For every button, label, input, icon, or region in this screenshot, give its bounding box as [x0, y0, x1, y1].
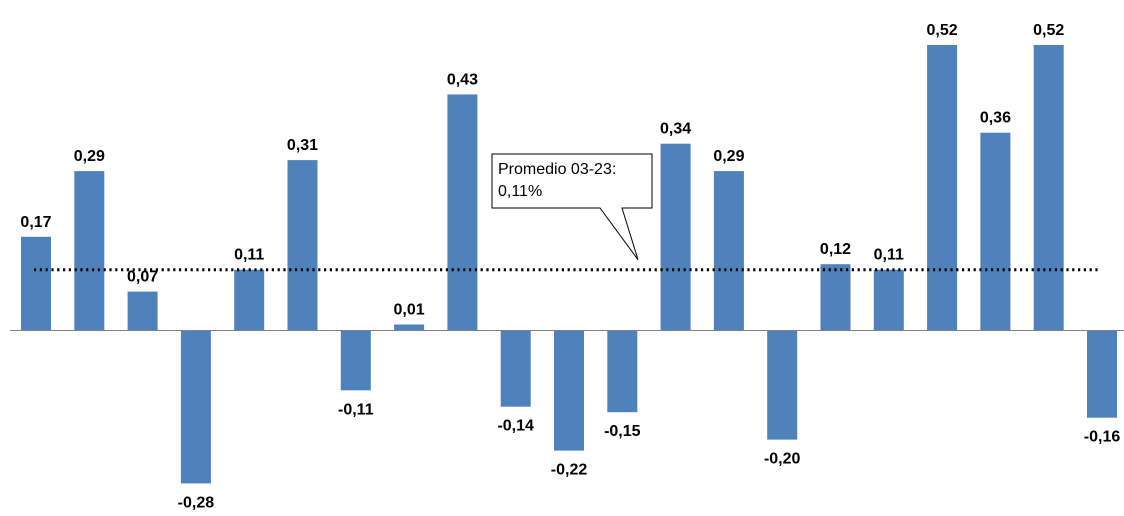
bar-4	[180, 330, 211, 484]
bar-19	[980, 132, 1011, 330]
bar-value-label-19: 0,36	[980, 110, 1011, 127]
bar-12	[607, 330, 638, 413]
bar-value-label-17: 0,11	[874, 247, 904, 264]
bar-3	[127, 291, 158, 330]
bar-value-label-12: -0,15	[604, 423, 641, 440]
callout-box	[491, 153, 653, 260]
bar-value-label-7: -0,11	[338, 401, 374, 418]
average-callout: Promedio 03-23: 0,11%	[491, 153, 653, 260]
bar-value-label-16: 0,12	[820, 241, 851, 258]
bar-value-label-4: -0,28	[178, 494, 215, 511]
bar-9	[447, 94, 478, 331]
bar-15	[767, 330, 798, 440]
callout-text-line1: Promedio 03-23:	[498, 161, 616, 178]
bar-value-label-3: 0,07	[127, 269, 158, 286]
bar-value-label-11: -0,22	[551, 462, 588, 479]
bars-group	[21, 45, 1117, 484]
bar-1	[21, 236, 51, 330]
callout-text-line2: 0,11%	[498, 183, 542, 200]
bar-value-label-21: -0,16	[1084, 429, 1121, 446]
bar-18	[927, 45, 958, 330]
bar-14	[713, 171, 744, 330]
bar-value-label-6: 0,31	[287, 137, 318, 154]
bar-11	[554, 330, 584, 451]
bar-5	[234, 269, 265, 330]
bar-value-label-15: -0,20	[764, 451, 801, 468]
bar-value-label-13: 0,34	[660, 121, 691, 138]
bar-value-label-5: 0,11	[234, 247, 264, 264]
bar-value-label-9: 0,43	[447, 71, 478, 88]
bar-value-label-8: 0,01	[394, 302, 425, 319]
bar-21	[1087, 330, 1117, 418]
data-labels-group: 0,17 0,29 0,07 -0,28 0,11 0,31 -0,11 0,01 0,43 -0…	[20, 22, 1120, 511]
bar-2	[74, 171, 105, 330]
bar-13	[660, 143, 691, 330]
bar-8	[394, 324, 425, 330]
bar-16	[820, 264, 851, 330]
bar-17	[873, 269, 904, 330]
bar-20	[1033, 45, 1064, 330]
bar-value-label-10: -0,14	[497, 418, 534, 435]
bar-6	[287, 160, 318, 330]
bar-value-label-18: 0,52	[927, 22, 958, 39]
bar-value-label-14: 0,29	[713, 148, 744, 165]
bar-value-label-1: 0,17	[20, 214, 51, 231]
bar-value-label-2: 0,29	[74, 148, 105, 165]
bar-10	[500, 330, 531, 407]
bar-value-label-20: 0,52	[1033, 22, 1064, 39]
bar-7	[340, 330, 371, 391]
